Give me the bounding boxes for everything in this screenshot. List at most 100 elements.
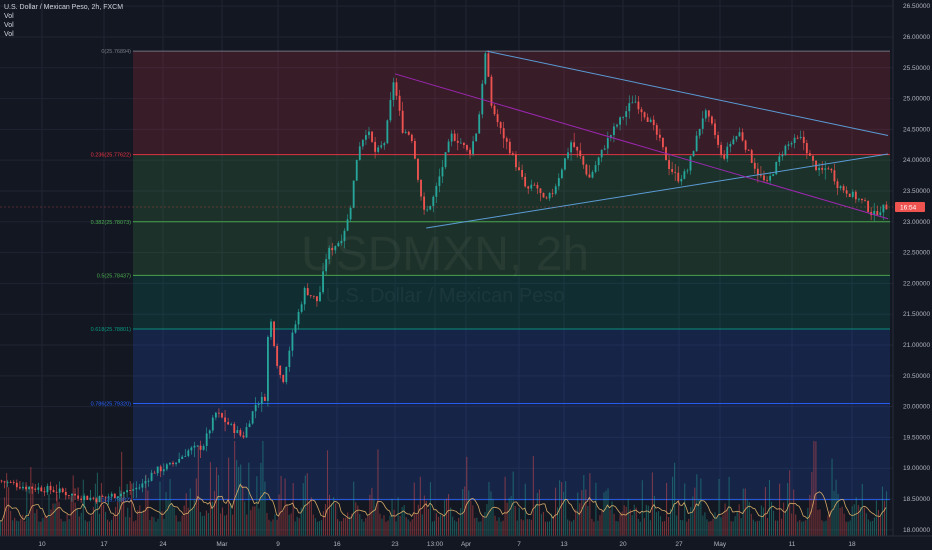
- time-axis[interactable]: 10 17 24 Mar 9 16 23 13:00 Apr 7 13 20 27 May 11 18: [0, 535, 932, 550]
- volume-bar: [351, 513, 353, 536]
- candle-body: [18, 487, 21, 489]
- indicator-vol-1[interactable]: Vol: [4, 13, 14, 20]
- candle-body: [511, 153, 514, 155]
- volume-bar: [520, 519, 522, 536]
- volume-bar: [567, 519, 569, 536]
- volume-bar: [859, 506, 861, 536]
- price-tick-label: 22.00000: [903, 280, 930, 287]
- volume-bar: [50, 509, 52, 536]
- volume-bar: [587, 506, 589, 536]
- volume-bar: [111, 519, 113, 536]
- volume-bar: [44, 515, 46, 536]
- volume-bar: [300, 507, 302, 536]
- candle-body: [61, 488, 64, 492]
- candle-body: [413, 141, 416, 159]
- volume-bar: [819, 509, 821, 536]
- volume-bar: [246, 514, 248, 536]
- candle-body: [172, 462, 174, 465]
- candle-body: [218, 412, 220, 414]
- volume-bar: [52, 503, 54, 536]
- candle-body: [377, 147, 380, 152]
- indicator-vol-2[interactable]: Vol: [4, 22, 14, 29]
- volume-bar: [869, 521, 871, 536]
- candle-body: [12, 482, 15, 484]
- volume-bar: [106, 519, 109, 536]
- candle-body: [224, 417, 226, 423]
- volume-bar: [339, 521, 341, 536]
- candle-body: [873, 210, 876, 216]
- volume-bar: [399, 515, 401, 536]
- volume-bar: [375, 506, 377, 536]
- candle-body: [619, 117, 621, 125]
- volume-bar: [64, 521, 66, 536]
- volume-bar: [700, 478, 702, 536]
- candle-body: [533, 184, 536, 186]
- drawn-trendlines[interactable]: [395, 50, 889, 229]
- candle-body: [398, 95, 401, 111]
- candle-body: [104, 496, 107, 498]
- candle-body: [230, 423, 233, 425]
- candle-body: [775, 161, 778, 175]
- candle-body: [557, 178, 560, 187]
- candle-body: [9, 482, 12, 483]
- candle-body: [634, 101, 637, 103]
- volume-bar: [96, 472, 98, 536]
- volume-bar: [282, 511, 284, 536]
- candle-body: [606, 138, 609, 149]
- volume-bar: [736, 510, 738, 536]
- fib-zone-3: [133, 275, 890, 329]
- fib-level-label-5: 0.786(25.79320): [91, 402, 132, 408]
- volume-bar: [238, 466, 240, 536]
- volume-bar: [252, 506, 254, 536]
- volume-bar: [167, 500, 169, 536]
- volume-bar: [571, 521, 573, 536]
- candle-body: [466, 145, 468, 150]
- volume-bar: [419, 476, 421, 536]
- volume-bar: [470, 500, 472, 536]
- volume-bar: [781, 518, 783, 536]
- candle-body: [502, 128, 505, 139]
- candle-body: [181, 456, 184, 459]
- volume-bar: [649, 520, 651, 536]
- time-tick-label: 24: [159, 541, 167, 548]
- candle-body: [851, 191, 854, 197]
- symbol-title[interactable]: U.S. Dollar / Mexican Peso, 2h, FXCM: [4, 4, 124, 11]
- candle-body: [159, 466, 162, 472]
- volume-bar: [569, 520, 571, 536]
- volume-bar: [147, 490, 149, 536]
- volume-bar: [666, 482, 668, 536]
- volume-bar: [100, 483, 103, 536]
- candle-body: [622, 117, 625, 118]
- candle-body: [46, 485, 49, 493]
- volume-bar: [825, 520, 827, 536]
- indicator-vol-3[interactable]: Vol: [4, 31, 14, 38]
- candle-body: [254, 404, 257, 412]
- candle-body: [732, 139, 735, 145]
- fib-level-label-3: 0.5(25.78437): [97, 273, 131, 279]
- candle-body: [808, 153, 811, 156]
- candle-body: [551, 192, 554, 194]
- candle-body: [609, 135, 612, 139]
- volume-bar: [754, 521, 756, 536]
- volume-ma-line: [0, 483, 887, 522]
- time-tick-label: May: [714, 541, 727, 548]
- watermark-description: U.S. Dollar / Mexican Peso: [326, 285, 565, 307]
- fibonacci-retracement[interactable]: 0(25.76894) 0.236(25.77622) 0.382(25.78073…: [91, 49, 890, 504]
- volume-bar: [627, 498, 629, 536]
- candle-body: [493, 105, 496, 115]
- volume-bar: [544, 521, 547, 536]
- volume-bar: [76, 508, 78, 536]
- volume-bar: [217, 474, 220, 536]
- candle-body: [564, 158, 566, 170]
- volume-bar: [24, 521, 26, 536]
- volume-bar: [758, 520, 760, 536]
- volume-bar: [791, 513, 793, 536]
- candle-body: [790, 142, 793, 145]
- candle-body: [312, 295, 315, 297]
- volume-bar: [8, 487, 10, 536]
- volume-bar: [151, 516, 153, 536]
- candle-body: [616, 124, 618, 127]
- fib-zone-0: [133, 51, 890, 155]
